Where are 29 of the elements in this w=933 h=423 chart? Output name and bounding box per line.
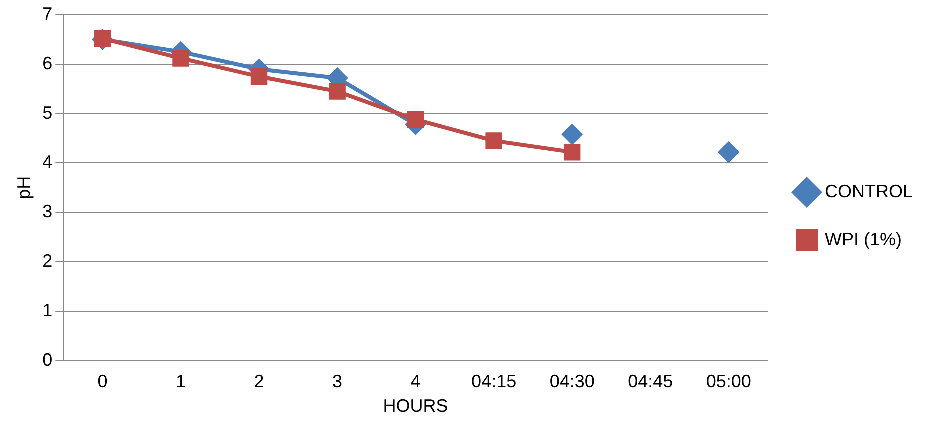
y-tick-label: 2 — [42, 250, 53, 271]
x-tick-label: 0 — [98, 372, 108, 392]
y-axis-title: pH — [14, 176, 34, 200]
x-tick-label: 04:15 — [472, 372, 517, 392]
legend-label: CONTROL — [824, 181, 914, 202]
point — [329, 83, 346, 100]
y-tick-label: 3 — [42, 202, 53, 222]
x-tick-label: 05:00 — [706, 372, 752, 392]
y-tick-label: 5 — [42, 102, 53, 123]
point — [486, 132, 502, 150]
x-tick-label: 4 — [410, 372, 421, 392]
point — [562, 124, 582, 145]
legend-label: WPI (1%) — [824, 229, 902, 250]
point — [250, 68, 268, 86]
y-tick-label: 1 — [42, 300, 53, 320]
x-axis-title: HOURS — [383, 396, 448, 416]
point — [407, 111, 424, 128]
y-tick-label: 7 — [42, 4, 53, 24]
x-tick-label: 04:30 — [550, 372, 595, 392]
point — [172, 50, 190, 67]
x-tick-label: 1 — [176, 372, 186, 392]
point — [718, 142, 739, 162]
y-tick-label: 0 — [42, 350, 53, 370]
y-tick-label: 4 — [42, 152, 53, 172]
y-tick-label: 6 — [42, 53, 53, 74]
x-tick-label: 04:45 — [628, 372, 674, 392]
point — [564, 144, 581, 161]
x-tick-label: 2 — [254, 372, 264, 392]
x-tick-label: 3 — [332, 372, 343, 392]
